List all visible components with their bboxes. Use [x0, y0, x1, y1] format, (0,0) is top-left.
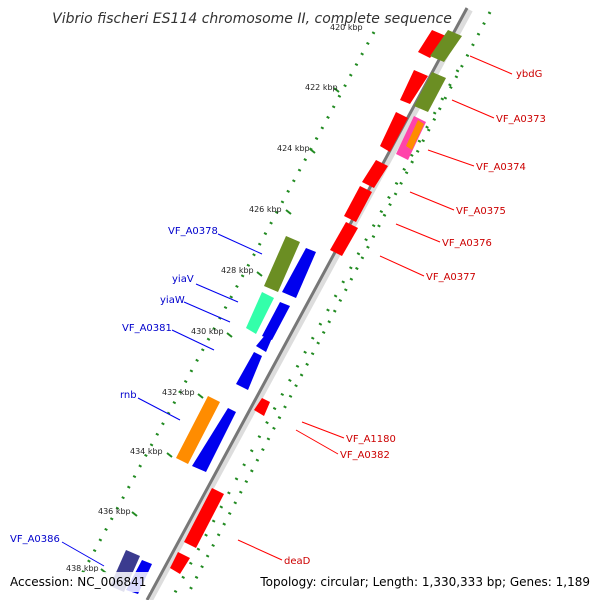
- kbp-tick-label: 432 kbp: [162, 388, 195, 397]
- reverse-genes: [110, 236, 316, 594]
- gene-label[interactable]: VF_A0381: [122, 323, 172, 334]
- reverse-labels: VF_A0378 yiaV yiaW VF_A0381 rnb VF_A0386: [10, 226, 263, 567]
- gene-label[interactable]: VF_A0377: [426, 272, 476, 283]
- gene-label[interactable]: ybdG: [516, 69, 542, 80]
- forward-labels: ybdG VF_A0373 VF_A0374 VF_A0375 VF_A0376…: [237, 55, 546, 567]
- gene-label[interactable]: VF_A1180: [346, 434, 396, 445]
- gene-arrow[interactable]: [430, 30, 462, 62]
- gene-label[interactable]: VF_A0376: [442, 238, 492, 249]
- gene-label[interactable]: yiaW: [160, 295, 185, 306]
- kbp-tick-label: 422 kbp: [305, 83, 338, 92]
- backbone: [145, 7, 473, 600]
- gene-label[interactable]: rnb: [120, 390, 137, 401]
- gene-arrow[interactable]: [330, 222, 358, 256]
- map-title: Vibrio fischeri ES114 chromosome II, com…: [52, 11, 452, 27]
- accession-label: Accession: NC_006841: [10, 575, 146, 589]
- gene-label[interactable]: VF_A0373: [496, 114, 546, 125]
- kbp-tick-label: 436 kbp: [98, 507, 131, 516]
- kbp-tick-label: 438 kbp: [66, 564, 99, 573]
- kbp-tick-label: 426 kbp: [249, 205, 282, 214]
- gene-arrow[interactable]: [176, 396, 220, 464]
- gene-arrow[interactable]: [246, 292, 274, 334]
- gene-arrow[interactable]: [236, 352, 262, 390]
- gene-label[interactable]: deaD: [284, 556, 311, 567]
- gene-arrow[interactable]: [192, 408, 236, 472]
- gene-label[interactable]: VF_A0374: [476, 162, 526, 173]
- gene-arrow[interactable]: [414, 72, 446, 112]
- gene-arrow[interactable]: [418, 30, 446, 58]
- gene-label[interactable]: yiaV: [172, 274, 194, 285]
- gene-arrow[interactable]: [344, 186, 372, 222]
- kbp-tick-label: 430 kbp: [191, 327, 224, 336]
- gene-arrow[interactable]: [170, 552, 190, 574]
- gene-arrow[interactable]: [264, 236, 300, 292]
- gene-arrow[interactable]: [406, 120, 424, 150]
- gene-label[interactable]: VF_A0382: [340, 450, 390, 461]
- gene-arrow[interactable]: [184, 488, 224, 548]
- gene-label[interactable]: VF_A0386: [10, 534, 60, 545]
- gene-arrow[interactable]: [262, 302, 290, 340]
- gene-arrow[interactable]: [254, 398, 270, 416]
- gene-arrow[interactable]: [380, 112, 408, 152]
- kbp-tick-label: 434 kbp: [130, 447, 163, 456]
- gene-arrow[interactable]: [400, 70, 428, 104]
- kbp-tick-label: 424 kbp: [277, 144, 310, 153]
- kbp-tick-label: 428 kbp: [221, 266, 254, 275]
- inner-dot-track: [188, 11, 492, 591]
- gene-arrow[interactable]: [256, 334, 272, 352]
- gene-label[interactable]: VF_A0375: [456, 206, 506, 217]
- kbp-ticks: 422 kbp 424 kbp 426 kbp 428 kbp 430 kbp …: [66, 83, 340, 574]
- gene-arrow[interactable]: [282, 248, 316, 298]
- gene-label[interactable]: VF_A0378: [168, 226, 218, 237]
- gene-arrow[interactable]: [362, 160, 388, 188]
- forward-genes: [170, 30, 462, 574]
- topology-label: Topology: circular; Length: 1,330,333 bp…: [259, 575, 590, 589]
- kbp-tick-label-partial: 420 kbp: [330, 23, 363, 32]
